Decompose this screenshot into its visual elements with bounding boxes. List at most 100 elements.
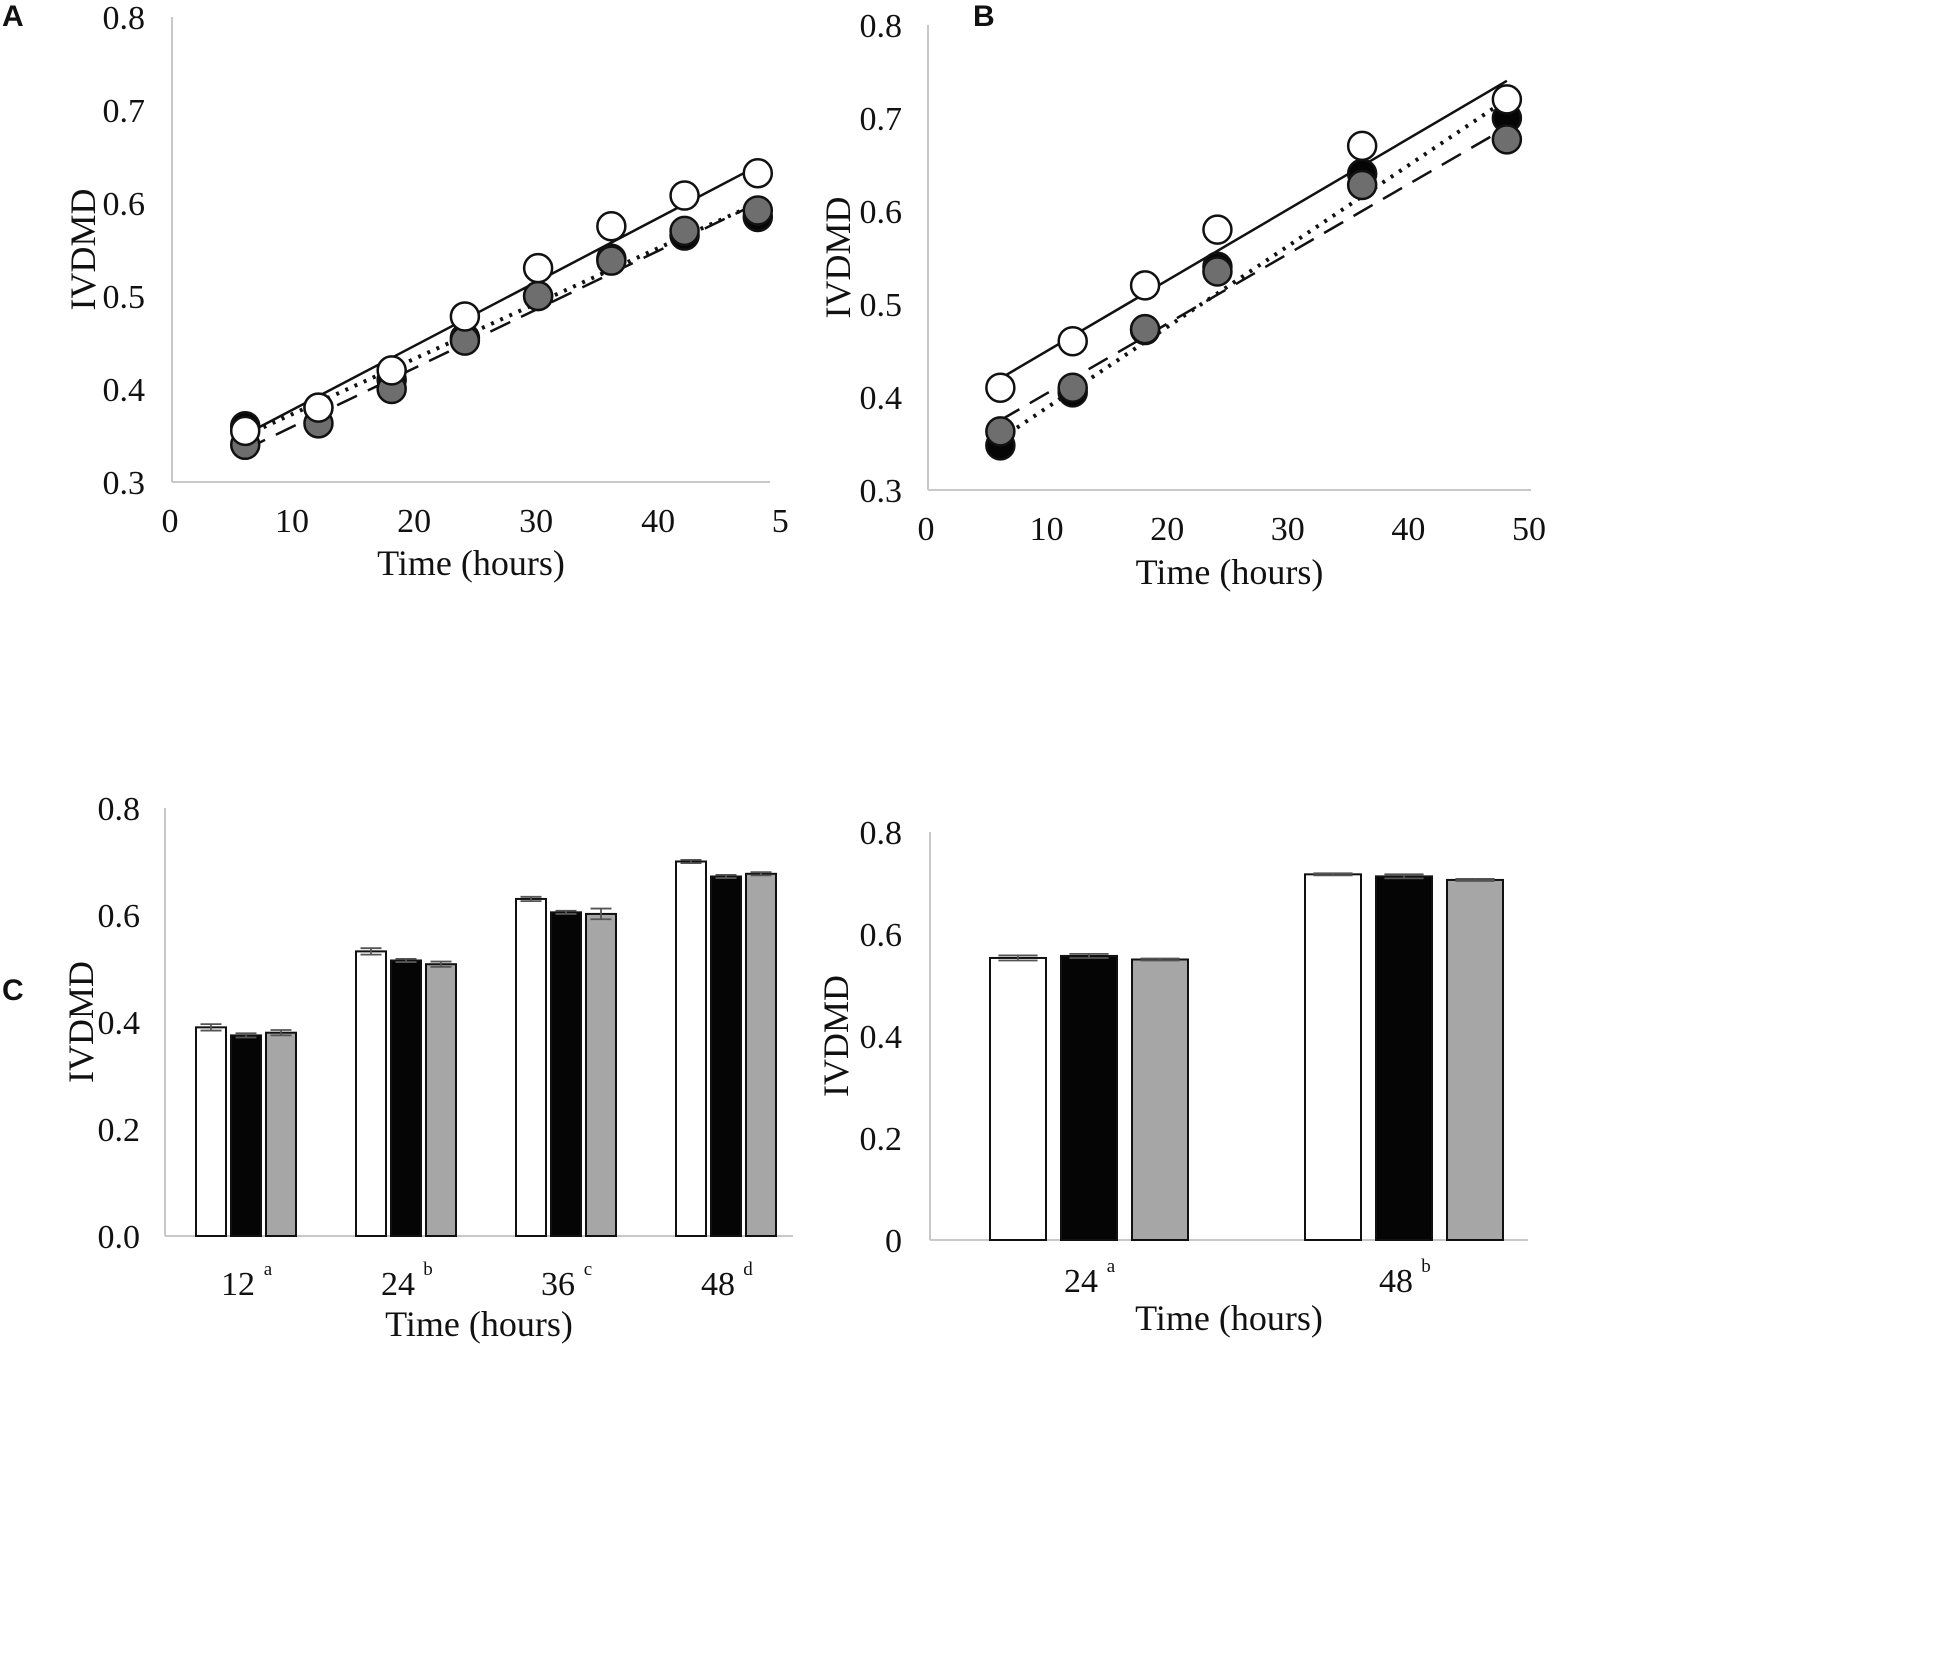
x-axis-title: Time (hours): [1136, 552, 1324, 592]
y-axis-title: IVDMD: [818, 197, 858, 319]
y-tick-label: 0.8: [860, 815, 903, 852]
data-point-gray: [1202, 256, 1233, 287]
y-tick-label: 0: [885, 1223, 902, 1260]
data-point-gray: [1346, 169, 1378, 201]
trendline-black: [244, 201, 759, 438]
bar-black: [390, 959, 422, 1237]
x-category-label: 48: [701, 1266, 735, 1303]
bar-gray: [585, 912, 617, 1237]
bar-black: [230, 1034, 262, 1237]
error-bar: [1455, 878, 1495, 882]
y-tick-label: 0.0: [98, 1219, 141, 1256]
y-tick-label: 0.8: [98, 791, 141, 828]
error-bar: [235, 1032, 257, 1039]
error-bar: [750, 871, 772, 877]
data-point-open: [1491, 84, 1523, 115]
x-tick-label: 0: [162, 503, 179, 540]
data-point-open: [742, 157, 774, 189]
error-bar: [680, 858, 702, 865]
data-point-gray: [596, 245, 627, 276]
bar-gray: [745, 872, 777, 1237]
y-tick-label: 0.3: [103, 465, 146, 502]
error-bar: [998, 954, 1038, 962]
data-point-open: [376, 355, 407, 386]
bar-white: [989, 956, 1047, 1241]
x-category-superscript: d: [743, 1259, 753, 1280]
bar-gray: [1446, 878, 1504, 1241]
error-bar: [590, 907, 612, 921]
x-tick-label: 30: [519, 503, 553, 540]
y-tick-label: 0.6: [98, 898, 141, 935]
chart-panel-a: IVDMD Time (hours) 0.3 0.4 0.5 0.6 0.7 0.8 0 10 20…: [63, 0, 789, 583]
data-point-open: [596, 211, 627, 242]
y-axis-title: IVDMD: [816, 975, 856, 1097]
panel-letter-a: A: [2, 0, 24, 33]
x-tick-label: 0: [918, 511, 935, 548]
x-category-label: 24: [381, 1266, 415, 1303]
x-tick-label: 10: [1030, 511, 1064, 548]
x-category-label: 24: [1064, 1263, 1098, 1300]
x-tick-label: 50: [1512, 511, 1546, 548]
data-point-gray: [1491, 124, 1523, 155]
data-point-gray: [522, 280, 554, 312]
x-tick-label: 20: [1150, 511, 1184, 548]
data-point-gray: [742, 195, 774, 226]
chart-panel-d: IVDMD Time (hours) 0 0.2 0.4 0.6 0.8 24 a 48 b: [816, 815, 1528, 1338]
x-category-superscript: b: [423, 1259, 433, 1280]
y-tick-label: 0.7: [103, 93, 146, 130]
y-tick-label: 0.6: [860, 194, 903, 231]
data-point-gray: [1057, 372, 1088, 403]
error-bar: [1313, 872, 1353, 877]
x-category-label: 12: [221, 1266, 255, 1303]
data-point-gray: [669, 215, 700, 247]
x-tick-label: 5: [772, 503, 789, 540]
data-point-gray: [985, 416, 1016, 447]
error-bar: [1069, 952, 1109, 959]
y-tick-label: 0.4: [103, 372, 146, 409]
x-axis-title: Time (hours): [377, 543, 565, 583]
x-tick-label: 20: [397, 503, 431, 540]
y-tick-label: 0.2: [860, 1121, 903, 1158]
trendline-gray: [999, 126, 1508, 422]
data-point-gray: [1129, 313, 1161, 345]
chart-panel-c: IVDMD Time (hours) 0.0 0.2 0.4 0.6 0.8 12 a 24 b 36…: [61, 791, 793, 1344]
data-point-open: [229, 415, 261, 447]
x-tick-label: 10: [275, 503, 309, 540]
y-tick-label: 0.4: [98, 1005, 141, 1042]
trendline-open: [999, 79, 1508, 380]
error-bar: [555, 909, 577, 915]
data-point-open: [985, 372, 1016, 403]
x-category-superscript: b: [1421, 1256, 1431, 1277]
bar-white: [515, 897, 547, 1237]
data-point-open: [1057, 325, 1088, 357]
trendline-gray: [244, 201, 759, 451]
data-point-open: [669, 180, 700, 211]
y-tick-label: 0.8: [103, 0, 146, 37]
trendline-open: [244, 164, 759, 436]
error-bar: [200, 1023, 222, 1032]
bar-black: [550, 911, 582, 1237]
bar-white: [195, 1026, 227, 1237]
data-point-open: [1202, 214, 1233, 245]
error-bar: [270, 1029, 292, 1037]
bar-white: [675, 860, 707, 1237]
bar-black: [710, 875, 742, 1237]
error-bar: [520, 895, 542, 902]
y-tick-label: 0.2: [98, 1112, 141, 1149]
error-bar: [430, 960, 452, 968]
x-category-label: 48: [1379, 1263, 1413, 1300]
data-point-open: [522, 252, 554, 284]
error-bar: [395, 957, 417, 963]
panel-letter-b: B: [973, 0, 995, 33]
bar-gray: [265, 1031, 297, 1237]
y-tick-label: 0.4: [860, 1019, 903, 1056]
panel-letter-c: C: [2, 974, 24, 1007]
y-tick-label: 0.6: [103, 186, 146, 223]
data-point-open: [1346, 130, 1378, 162]
error-bar: [715, 873, 737, 879]
x-category-superscript: a: [1107, 1256, 1116, 1277]
bar-white: [355, 950, 387, 1237]
y-axis-title: IVDMD: [61, 961, 101, 1083]
x-tick-label: 30: [1271, 511, 1305, 548]
